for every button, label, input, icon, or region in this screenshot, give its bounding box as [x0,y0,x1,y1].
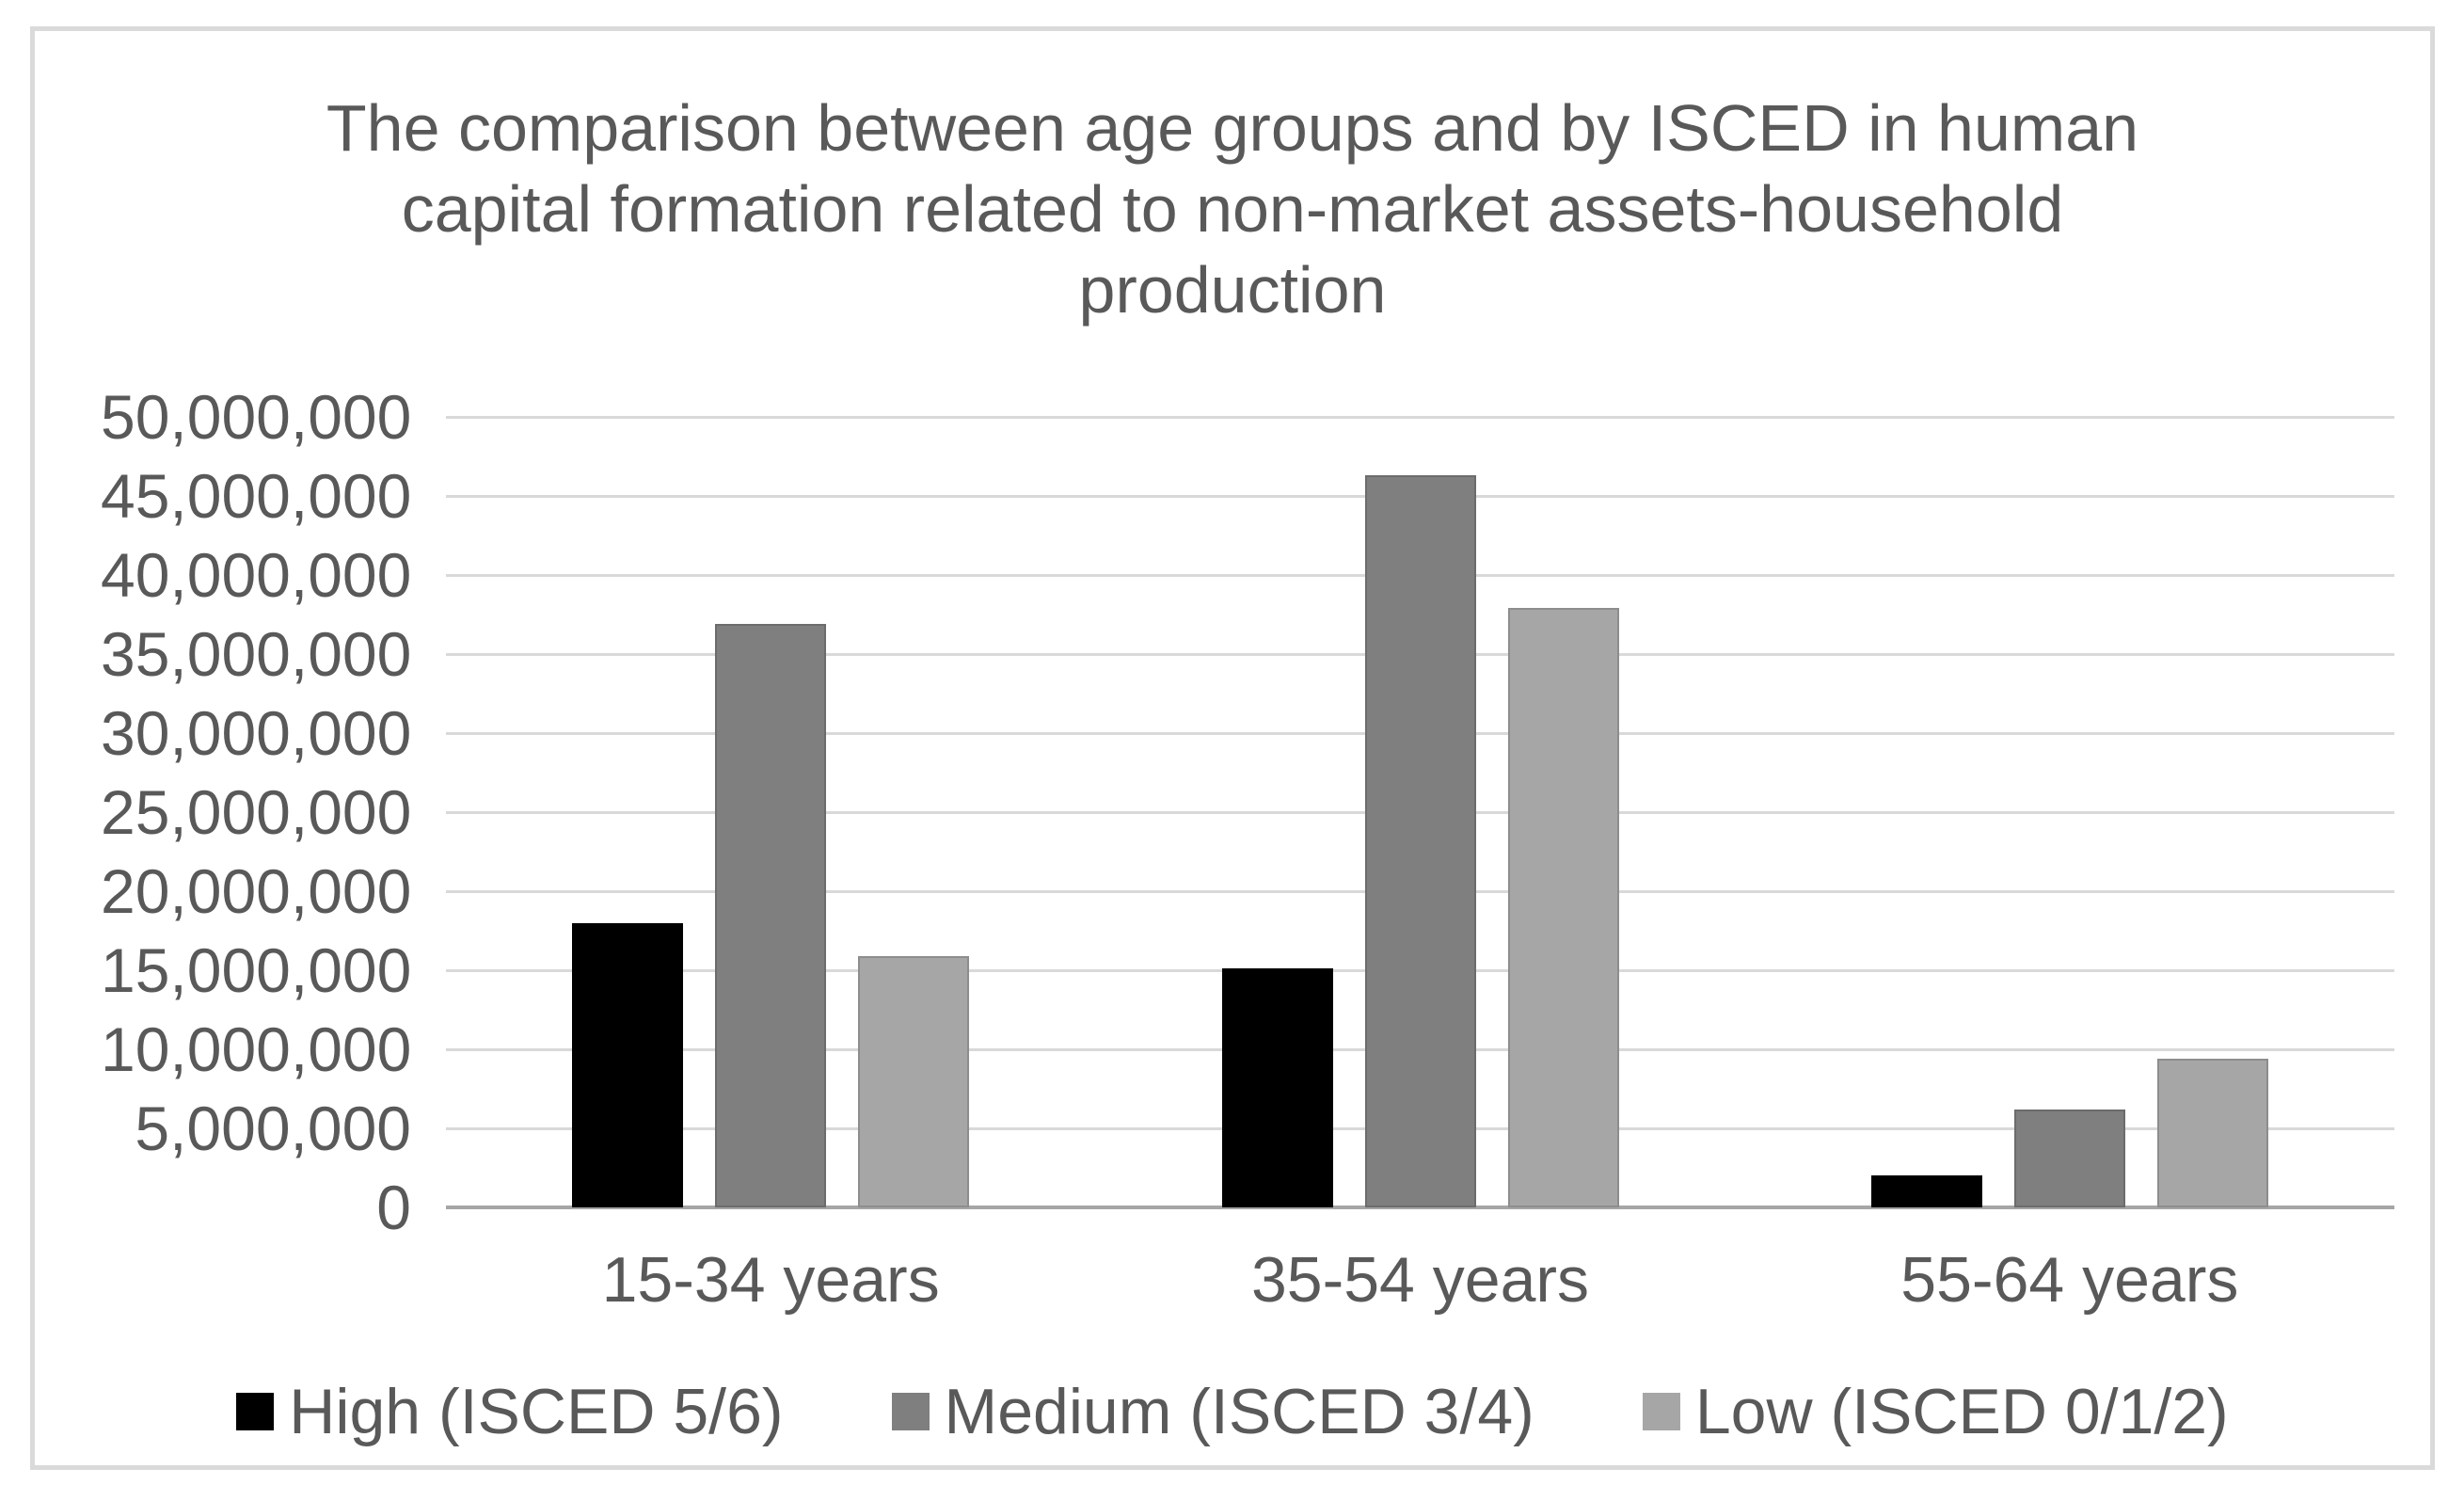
y-tick-label: 0 [376,1173,411,1242]
legend-item-high: High (ISCED 5/6) [236,1375,784,1448]
bar-low-55-64-years [2157,1059,2268,1207]
bar-medium-15-34-years [715,624,826,1207]
bar-low-35-54-years [1508,608,1619,1207]
x-category-label: 35-54 years [1250,1244,1590,1316]
y-tick-label: 25,000,000 [101,777,412,847]
y-tick-label: 15,000,000 [101,935,412,1005]
gridline [446,415,2394,419]
chart-title-line-2: capital formation related to non-market … [401,172,2064,246]
legend-swatch-icon [1642,1393,1680,1430]
y-tick-label: 30,000,000 [101,698,412,768]
x-category-label: 15-34 years [601,1244,940,1316]
legend: High (ISCED 5/6) Medium (ISCED 3/4) Low (I… [35,1375,2430,1448]
chart-title-line-1: The comparison between age groups and by… [326,91,2139,165]
legend-label: High (ISCED 5/6) [289,1376,784,1447]
chart-title: The comparison between age groups and by… [35,88,2430,330]
legend-item-low: Low (ISCED 0/1/2) [1642,1375,2229,1448]
y-tick-label: 35,000,000 [101,619,412,689]
x-axis-line [446,1206,2394,1209]
bar-medium-55-64-years [2014,1110,2125,1207]
bar-high-15-34-years [572,923,683,1207]
x-category-label: 55-64 years [1900,1244,2239,1316]
bar-high-35-54-years [1222,968,1333,1207]
bar-medium-35-54-years [1365,475,1476,1207]
y-tick-label: 45,000,000 [101,461,412,531]
y-tick-label: 50,000,000 [101,382,412,452]
legend-item-medium: Medium (ISCED 3/4) [891,1375,1534,1448]
y-tick-label: 40,000,000 [101,540,412,610]
bar-high-55-64-years [1871,1175,1982,1207]
plot-area [446,415,2394,1209]
legend-swatch-icon [236,1393,275,1430]
chart-title-line-3: production [1078,253,1387,327]
y-tick-label: 5,000,000 [135,1094,411,1163]
legend-label: Low (ISCED 0/1/2) [1694,1376,2229,1447]
chart-frame: The comparison between age groups and by… [30,26,2435,1470]
y-tick-label: 20,000,000 [101,856,412,926]
y-tick-label: 10,000,000 [101,1014,412,1084]
legend-swatch-icon [891,1393,930,1430]
legend-label: Medium (ISCED 3/4) [944,1376,1534,1447]
bar-low-15-34-years [858,956,969,1207]
